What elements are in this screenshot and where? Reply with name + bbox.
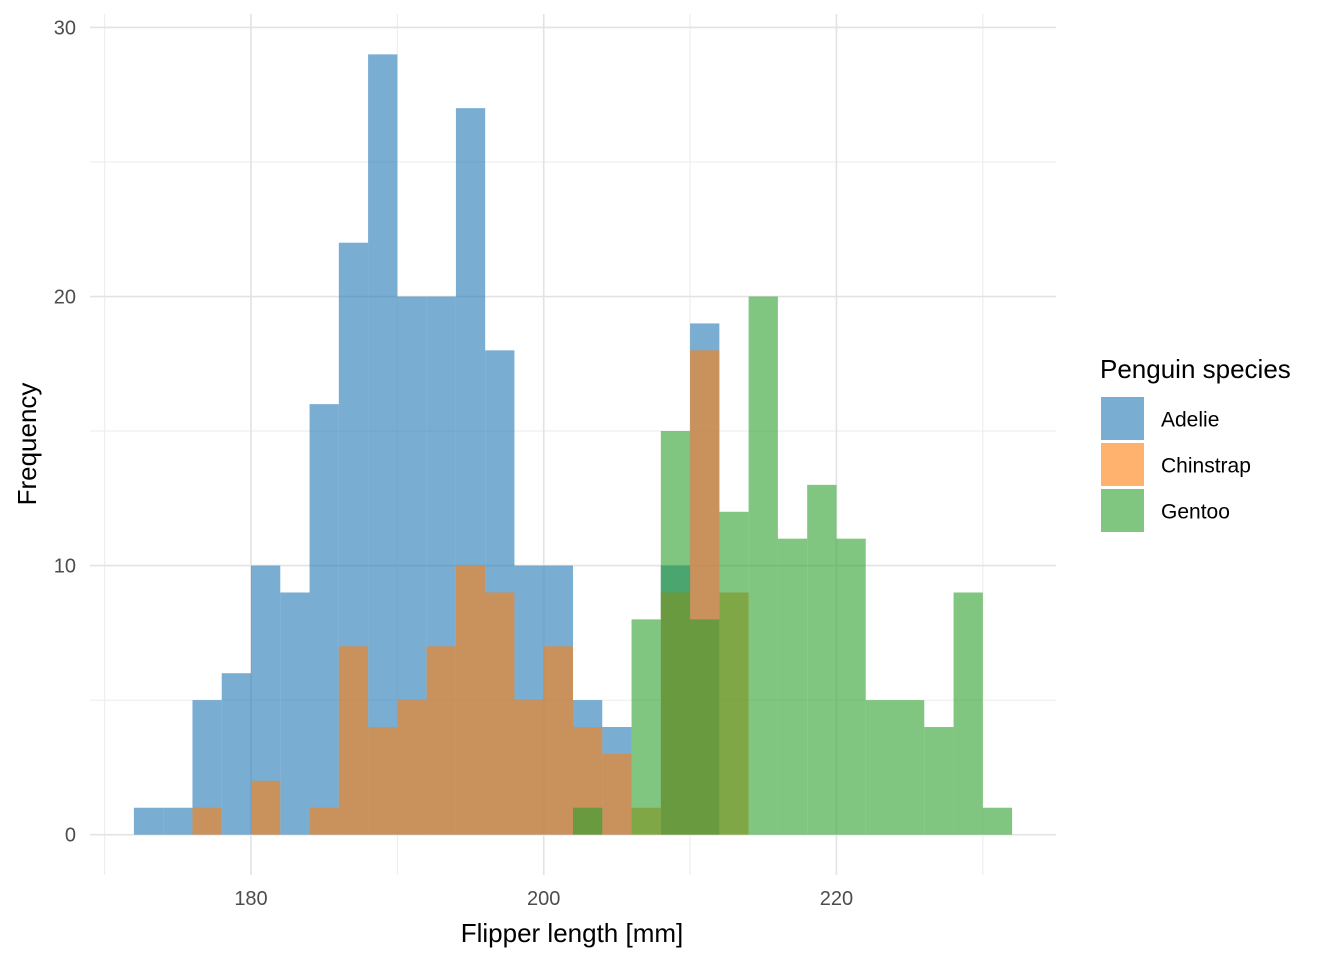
legend-key-gentoo <box>1101 489 1144 532</box>
bar-chinstrap <box>602 753 632 835</box>
series-gentoo <box>573 296 1013 835</box>
legend-item-adelie: Adelie <box>1101 397 1219 440</box>
x-tick-label: 220 <box>820 888 853 910</box>
bar-gentoo <box>924 727 954 835</box>
legend-item-gentoo: Gentoo <box>1101 489 1230 532</box>
bar-adelie <box>133 807 164 835</box>
bar-chinstrap <box>543 646 573 835</box>
bar-gentoo <box>836 538 866 835</box>
y-axis-tick-labels: 0 10 20 30 <box>54 17 76 846</box>
legend: Penguin species Adelie Chinstrap Gentoo <box>1100 354 1291 532</box>
plot-panel <box>90 14 1056 875</box>
bar-chinstrap <box>485 592 515 835</box>
bar-gentoo <box>719 511 749 835</box>
legend-label-gentoo: Gentoo <box>1161 501 1230 524</box>
x-axis-tick-labels: 180 200 220 <box>234 888 853 910</box>
y-tick-label: 0 <box>65 825 76 847</box>
legend-item-chinstrap: Chinstrap <box>1101 443 1251 486</box>
bar-chinstrap <box>368 727 398 835</box>
bar-chinstrap <box>426 646 456 835</box>
y-tick-label: 20 <box>54 287 76 309</box>
bar-adelie <box>368 54 398 835</box>
bar-chinstrap <box>192 807 222 835</box>
bar-adelie <box>163 807 193 835</box>
bar-gentoo <box>953 592 983 835</box>
bar-chinstrap <box>514 700 544 835</box>
bar-chinstrap <box>397 700 427 835</box>
bar-gentoo <box>777 538 808 835</box>
bar-gentoo <box>865 700 895 835</box>
bar-chinstrap <box>338 646 369 835</box>
y-axis-title: Frequency <box>12 383 42 506</box>
bar-gentoo <box>660 431 691 835</box>
x-axis-title: Flipper length [mm] <box>461 918 684 948</box>
bar-chinstrap <box>455 565 486 835</box>
x-tick-label: 180 <box>234 888 267 910</box>
bar-chinstrap <box>251 780 281 835</box>
bar-gentoo <box>748 296 778 835</box>
bar-adelie <box>221 673 251 835</box>
bar-gentoo <box>573 807 603 835</box>
legend-key-adelie <box>1101 397 1144 440</box>
legend-label-adelie: Adelie <box>1161 409 1219 432</box>
bar-gentoo <box>690 619 720 835</box>
bar-adelie <box>280 592 310 835</box>
bar-chinstrap <box>309 807 339 835</box>
legend-title: Penguin species <box>1100 354 1291 384</box>
bar-adelie <box>309 404 339 835</box>
bar-gentoo <box>895 700 925 835</box>
histogram-bars <box>133 54 1013 835</box>
x-tick-label: 200 <box>527 888 560 910</box>
bar-gentoo <box>982 807 1013 835</box>
bar-gentoo <box>631 619 661 835</box>
legend-label-chinstrap: Chinstrap <box>1161 455 1251 478</box>
bar-gentoo <box>807 484 837 835</box>
y-tick-label: 10 <box>54 556 76 578</box>
legend-key-chinstrap <box>1101 443 1144 486</box>
legend-items: Adelie Chinstrap Gentoo <box>1101 397 1251 532</box>
y-tick-label: 30 <box>54 17 76 39</box>
